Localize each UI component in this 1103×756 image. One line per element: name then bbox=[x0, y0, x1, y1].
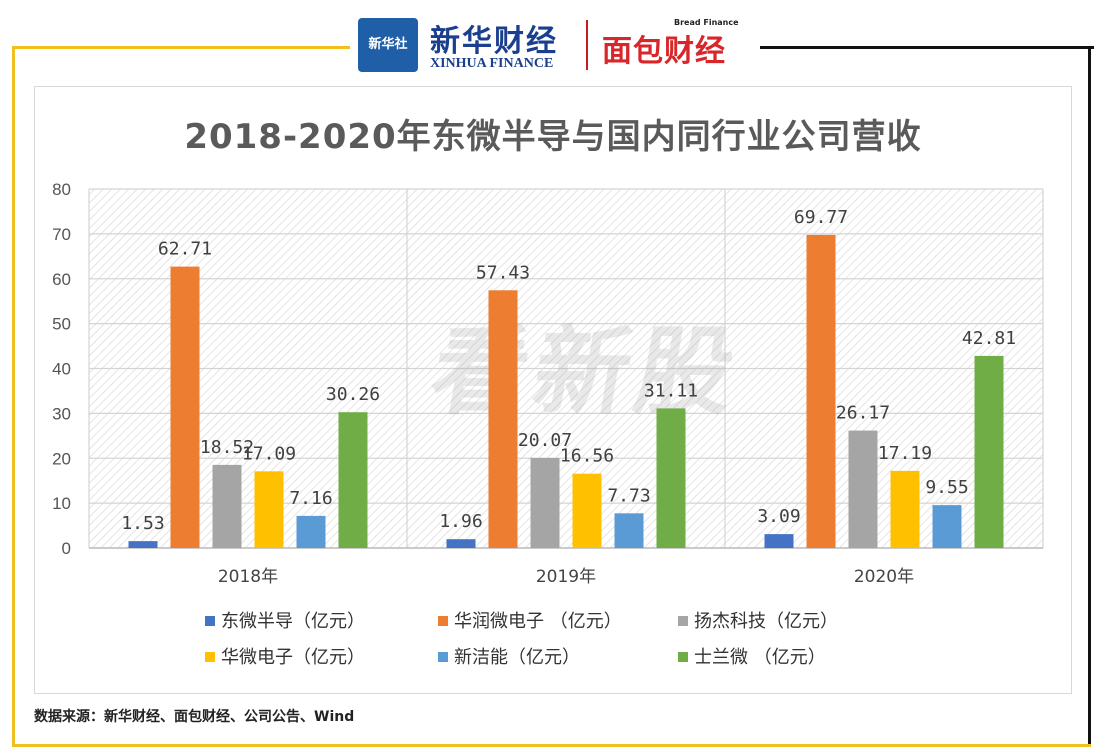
data-label: 1.53 bbox=[121, 513, 164, 534]
bar bbox=[338, 412, 368, 548]
bar bbox=[764, 534, 794, 548]
data-label: 57.43 bbox=[476, 262, 530, 283]
data-label: 26.17 bbox=[836, 403, 890, 424]
data-label: 3.09 bbox=[757, 506, 800, 527]
legend-label: 新洁能（亿元） bbox=[454, 647, 580, 668]
legend-label: 东微半导（亿元） bbox=[221, 611, 365, 632]
frame-top-left-border bbox=[12, 46, 350, 49]
legend-swatch bbox=[678, 652, 688, 662]
x-tick-label: 2018年 bbox=[218, 567, 278, 587]
frame-top-right-border bbox=[760, 46, 1094, 49]
bar bbox=[488, 290, 518, 548]
data-label: 69.77 bbox=[794, 207, 848, 228]
x-tick-label: 2020年 bbox=[854, 567, 914, 587]
bar bbox=[530, 457, 560, 548]
legend-label: 扬杰科技（亿元） bbox=[694, 611, 838, 632]
frame-bottom-border bbox=[12, 744, 1091, 747]
legend-swatch bbox=[205, 652, 215, 662]
legend-swatch bbox=[678, 616, 688, 626]
chart-container: 2018-2020年东微半导与国内同行业公司营收 0 10 20 30 40 50 60 70… bbox=[34, 86, 1072, 694]
y-tick-label: 40 bbox=[52, 360, 71, 379]
data-label: 16.56 bbox=[560, 446, 614, 467]
y-tick-label: 60 bbox=[52, 270, 71, 289]
data-label: 30.26 bbox=[326, 384, 380, 405]
bar bbox=[974, 355, 1004, 548]
header-separator bbox=[586, 20, 588, 70]
frame-left-border bbox=[12, 46, 15, 746]
bar bbox=[932, 505, 962, 548]
data-label: 7.16 bbox=[289, 488, 332, 509]
bar bbox=[212, 464, 242, 548]
x-tick-label: 2019年 bbox=[536, 567, 596, 587]
y-tick-label: 50 bbox=[52, 315, 71, 334]
bar bbox=[572, 473, 602, 548]
bar bbox=[446, 539, 476, 548]
data-label: 18.52 bbox=[200, 437, 254, 458]
source-note: 数据来源：新华财经、面包财经、公司公告、Wind bbox=[34, 709, 355, 725]
bar bbox=[614, 513, 644, 548]
bar bbox=[656, 408, 686, 548]
bar bbox=[296, 515, 326, 548]
frame-right-border bbox=[1088, 46, 1091, 746]
bar bbox=[128, 541, 158, 548]
bar bbox=[254, 471, 284, 548]
xinhua-logo: 新华社 bbox=[358, 18, 418, 72]
partner-name-cn: 面包财经 bbox=[602, 34, 726, 69]
legend-label: 华微电子（亿元） bbox=[221, 647, 365, 668]
data-label: 17.09 bbox=[242, 443, 296, 464]
partner-name-en: Bread Finance bbox=[674, 18, 739, 27]
data-label: 42.81 bbox=[962, 328, 1016, 349]
bar bbox=[806, 234, 836, 549]
data-label: 20.07 bbox=[518, 430, 572, 451]
legend-swatch bbox=[438, 616, 448, 626]
data-label: 9.55 bbox=[925, 477, 968, 498]
legend-label: 华润微电子 （亿元） bbox=[454, 611, 622, 632]
legend-label: 士兰微 （亿元） bbox=[694, 647, 826, 668]
data-label: 1.96 bbox=[439, 511, 482, 532]
data-label: 7.73 bbox=[607, 485, 650, 506]
data-label: 62.71 bbox=[158, 239, 212, 260]
brand-name-en: XINHUA FINANCE bbox=[430, 56, 554, 71]
data-label: 17.19 bbox=[878, 443, 932, 464]
chart-title: 2018-2020年东微半导与国内同行业公司营收 bbox=[184, 117, 922, 157]
data-label: 31.11 bbox=[644, 380, 698, 401]
legend-swatch bbox=[205, 616, 215, 626]
watermark-text: 看新股 bbox=[423, 316, 749, 428]
bar bbox=[890, 470, 920, 548]
header-logos: 新华社 新华财经 XINHUA FINANCE 面包财经 Bread Finan… bbox=[358, 16, 758, 74]
y-tick-label: 80 bbox=[52, 180, 71, 199]
y-tick-label: 10 bbox=[52, 494, 71, 513]
y-tick-label: 0 bbox=[62, 539, 71, 558]
brand-name-cn: 新华财经 bbox=[430, 24, 558, 59]
legend-swatch bbox=[438, 652, 448, 662]
bar bbox=[170, 266, 200, 548]
y-tick-label: 30 bbox=[52, 404, 71, 423]
y-tick-label: 20 bbox=[52, 449, 71, 468]
y-tick-label: 70 bbox=[52, 225, 71, 244]
bar bbox=[848, 430, 878, 548]
